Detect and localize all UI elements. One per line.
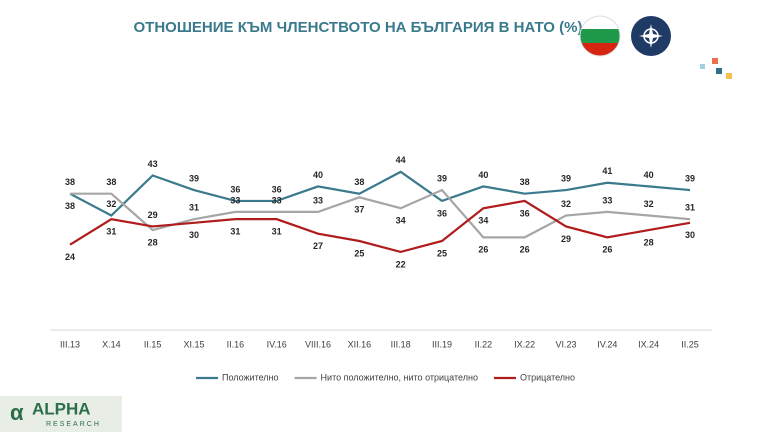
x-tick-label: II.16 (227, 339, 245, 349)
data-label: 26 (520, 245, 530, 255)
data-label: 30 (189, 230, 199, 240)
decor-squares (700, 58, 732, 79)
data-label: 24 (65, 252, 75, 262)
x-tick-label: III.13 (60, 339, 80, 349)
data-label: 26 (478, 245, 488, 255)
data-label: 31 (272, 227, 282, 237)
data-label: 39 (189, 173, 199, 183)
data-label: 34 (396, 216, 406, 226)
data-label: 31 (189, 203, 199, 213)
logo-sub: RESEARCH (46, 421, 101, 428)
data-label: 40 (313, 170, 323, 180)
data-label: 22 (396, 259, 406, 269)
data-label: 39 (437, 173, 447, 183)
logo: α ALPHA RESEARCH (0, 396, 122, 432)
data-label: 38 (354, 177, 364, 187)
nato-logo (631, 16, 671, 56)
legend-label: Отрицателно (520, 372, 575, 382)
data-label: 39 (561, 173, 571, 183)
data-label: 34 (478, 216, 488, 226)
data-label: 33 (272, 195, 282, 205)
data-label: 37 (354, 205, 364, 215)
data-label: 41 (602, 166, 612, 176)
data-label: 32 (106, 199, 116, 209)
logo-name: ALPHA (32, 399, 91, 418)
data-label: 28 (644, 237, 654, 247)
data-label: 33 (313, 195, 323, 205)
x-tick-label: VI.23 (555, 339, 576, 349)
x-tick-label: XI.15 (183, 339, 204, 349)
data-label: 36 (437, 208, 447, 218)
x-tick-label: IV.24 (597, 339, 617, 349)
data-label: 36 (272, 184, 282, 194)
data-label: 44 (396, 155, 406, 165)
data-label: 39 (685, 173, 695, 183)
data-label: 36 (520, 208, 530, 218)
data-label: 38 (65, 177, 75, 187)
data-label: 32 (561, 199, 571, 209)
x-tick-label: II.15 (144, 339, 162, 349)
x-tick-label: III.18 (391, 339, 411, 349)
data-label: 28 (148, 237, 158, 247)
legend-label: Нито положително, нито отрицателно (321, 372, 478, 382)
legend-label: Положително (222, 372, 279, 382)
data-label: 30 (685, 230, 695, 240)
data-label: 38 (106, 177, 116, 187)
chart-title: ОТНОШЕНИЕ КЪМ ЧЛЕНСТВОТО НА БЪЛГАРИЯ В Н… (134, 19, 583, 36)
data-label: 36 (230, 184, 240, 194)
x-tick-label: IV.16 (267, 339, 287, 349)
x-tick-label: VIII.16 (305, 339, 331, 349)
x-tick-label: II.22 (475, 339, 493, 349)
data-label: 32 (644, 199, 654, 209)
series-line (69, 170, 691, 217)
data-label: 27 (313, 241, 323, 251)
data-label: 43 (148, 159, 158, 169)
data-label: 33 (602, 195, 612, 205)
x-tick-label: IX.24 (638, 339, 659, 349)
data-label: 26 (602, 245, 612, 255)
data-label: 29 (148, 210, 158, 220)
data-label: 38 (520, 177, 530, 187)
data-label: 40 (644, 170, 654, 180)
logo-mark: α (10, 400, 24, 425)
legend: Положително Нито положително, нито отрица… (196, 372, 575, 382)
plot: III.13 X.14 II.15 XI.15 II.16 IV.16 VIII.16 XII… (60, 155, 699, 349)
x-tick-label: IX.22 (514, 339, 535, 349)
series-line (69, 199, 691, 254)
data-label: 31 (106, 227, 116, 237)
data-label: 40 (478, 170, 488, 180)
x-tick-label: II.25 (681, 339, 699, 349)
data-label: 31 (230, 227, 240, 237)
bulgaria-flag (579, 15, 621, 57)
data-label: 29 (561, 234, 571, 244)
data-label: 31 (685, 203, 695, 213)
data-label: 25 (437, 248, 447, 258)
x-tick-label: III.19 (432, 339, 452, 349)
data-label: 25 (354, 248, 364, 258)
x-tick-label: X.14 (102, 339, 121, 349)
data-label: 38 (65, 201, 75, 211)
x-tick-label: XII.16 (348, 339, 372, 349)
data-label: 33 (230, 195, 240, 205)
